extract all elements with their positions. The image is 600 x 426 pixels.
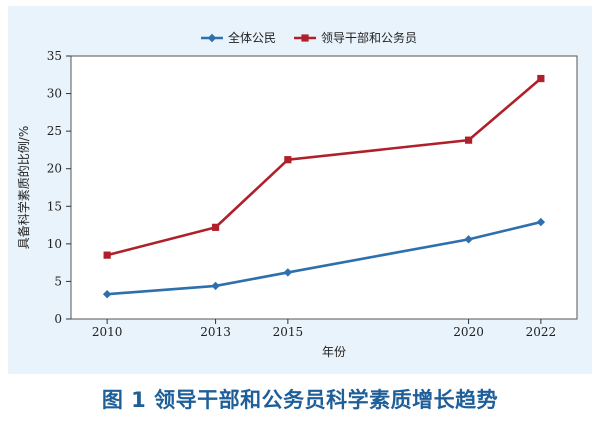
y-tick-label: 15 xyxy=(47,199,62,213)
plot-area xyxy=(70,55,578,320)
y-tick-label: 20 xyxy=(47,162,62,176)
data-point xyxy=(283,268,293,277)
y-axis-title: 具备科学素质的比例/% xyxy=(16,126,31,249)
figure-caption: 图 1 领导干部和公务员科学素质增长趋势 xyxy=(101,388,499,412)
data-point xyxy=(284,156,292,164)
axes: 0 5 10 15 20 25 30 35 2010 2013 2015 2020 2022 年份 具备科学… xyxy=(16,49,578,359)
x-tick-label: 2022 xyxy=(526,325,557,339)
data-point xyxy=(537,74,545,83)
x-tick-label: 2013 xyxy=(200,325,231,339)
legend-label-2: 领导干部和公务员 xyxy=(321,30,417,45)
data-point xyxy=(102,290,112,299)
chart-frame: 全体公民 领导干部和公务员 0 5 10 15 20 25 30 35 2010 2013 2015 2… xyxy=(8,6,592,374)
data-point xyxy=(211,281,220,291)
data-point xyxy=(464,136,473,144)
data-point xyxy=(536,217,546,227)
x-tick-label: 2020 xyxy=(453,325,484,339)
data-point xyxy=(464,235,473,244)
legend-marker-2 xyxy=(301,34,309,42)
series-layer xyxy=(102,74,546,299)
x-axis-title: 年份 xyxy=(322,345,346,359)
y-tick-label: 10 xyxy=(47,237,62,251)
y-tick-label: 30 xyxy=(47,87,62,101)
legend: 全体公民 领导干部和公务员 xyxy=(201,30,417,45)
legend-marker-1 xyxy=(207,33,217,43)
y-tick-label: 5 xyxy=(54,274,62,288)
y-tick-label: 25 xyxy=(47,124,62,138)
legend-label-1: 全体公民 xyxy=(228,30,276,45)
line-chart: 全体公民 领导干部和公务员 0 5 10 15 20 25 30 35 2010 2013 2015 2… xyxy=(16,30,578,359)
data-point xyxy=(103,251,111,259)
data-point xyxy=(211,223,220,231)
y-tick-label: 35 xyxy=(47,49,62,63)
x-tick-label: 2015 xyxy=(273,325,304,339)
x-tick-label: 2010 xyxy=(92,325,123,339)
y-tick-label: 0 xyxy=(54,312,62,326)
